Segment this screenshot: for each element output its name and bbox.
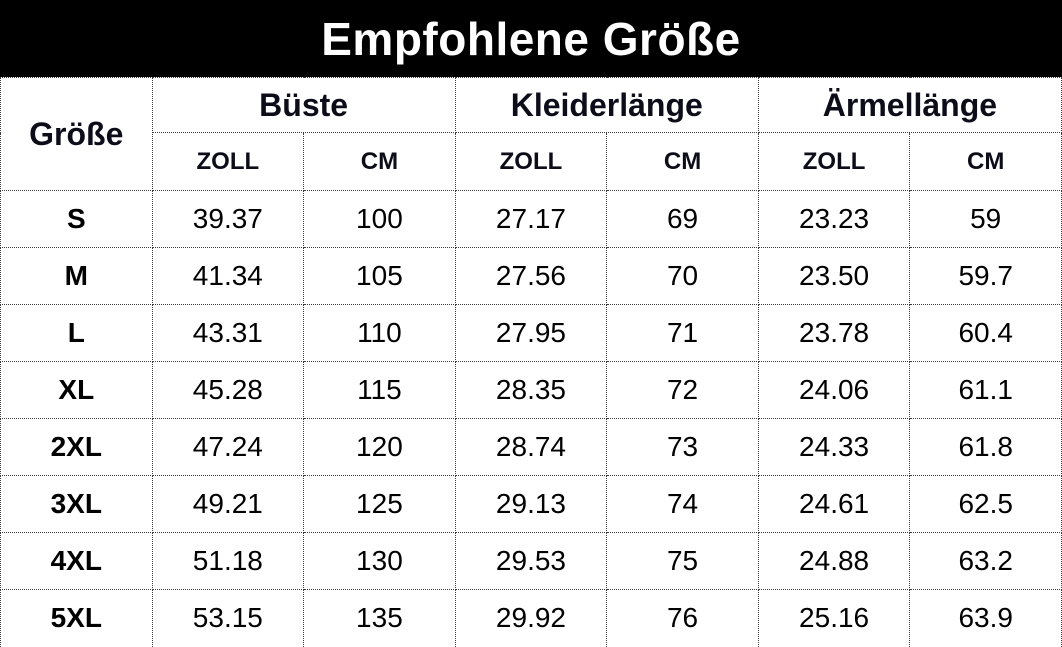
value-cell: 59.7 bbox=[909, 247, 1062, 305]
value-cell: 100 bbox=[303, 190, 456, 248]
value-cell: 28.35 bbox=[454, 361, 608, 419]
size-label: M bbox=[0, 247, 153, 305]
table-header: Größe Büste Kleiderlänge Ärmellänge ZOLL… bbox=[0, 77, 1062, 191]
value-cell: 115 bbox=[303, 361, 456, 419]
value-cell: 72 bbox=[606, 361, 759, 419]
table-row-3xl: 3XL 49.21 125 29.13 74 24.61 62.5 bbox=[0, 475, 1062, 533]
page-title: Empfohlene Größe bbox=[321, 12, 741, 65]
value-cell: 27.95 bbox=[454, 304, 608, 362]
size-label: 4XL bbox=[0, 532, 153, 590]
group-header-row: Größe Büste Kleiderlänge Ärmellänge bbox=[0, 77, 1062, 191]
value-cell: 43.31 bbox=[151, 304, 305, 362]
title-banner: Empfohlene Größe bbox=[0, 0, 1062, 77]
value-cell: 45.28 bbox=[151, 361, 305, 419]
value-cell: 70 bbox=[606, 247, 759, 305]
value-cell: 53.15 bbox=[151, 589, 305, 647]
table-row-xl: XL 45.28 115 28.35 72 24.06 61.1 bbox=[0, 361, 1062, 419]
value-cell: 47.24 bbox=[151, 418, 305, 476]
value-cell: 75 bbox=[606, 532, 759, 590]
unit-header-row: ZOLL CM ZOLL CM ZOLL CM bbox=[1, 132, 1062, 191]
value-cell: 74 bbox=[606, 475, 759, 533]
value-cell: 135 bbox=[303, 589, 456, 647]
value-cell: 23.23 bbox=[757, 190, 911, 248]
value-cell: 63.2 bbox=[909, 532, 1062, 590]
value-cell: 23.78 bbox=[757, 304, 911, 362]
table-row-4xl: 4XL 51.18 130 29.53 75 24.88 63.2 bbox=[0, 532, 1062, 590]
value-cell: 24.61 bbox=[757, 475, 911, 533]
unit-header-bueste-zoll: ZOLL bbox=[151, 132, 305, 191]
unit-header-bueste-cm: CM bbox=[303, 132, 456, 191]
column-header-groesse: Größe bbox=[0, 77, 153, 191]
value-cell: 73 bbox=[606, 418, 759, 476]
value-cell: 29.92 bbox=[454, 589, 608, 647]
value-cell: 39.37 bbox=[151, 190, 305, 248]
size-table: Größe Büste Kleiderlänge Ärmellänge ZOLL… bbox=[0, 77, 1062, 647]
table-row-5xl: 5XL 53.15 135 29.92 76 25.16 63.9 bbox=[0, 589, 1062, 647]
value-cell: 125 bbox=[303, 475, 456, 533]
value-cell: 61.8 bbox=[909, 418, 1062, 476]
value-cell: 59 bbox=[909, 190, 1062, 248]
value-cell: 130 bbox=[303, 532, 456, 590]
value-cell: 24.33 bbox=[757, 418, 911, 476]
value-cell: 69 bbox=[606, 190, 759, 248]
value-cell: 27.17 bbox=[454, 190, 608, 248]
size-label: XL bbox=[0, 361, 153, 419]
value-cell: 110 bbox=[303, 304, 456, 362]
value-cell: 29.53 bbox=[454, 532, 608, 590]
unit-header-kleiderlaenge-zoll: ZOLL bbox=[454, 132, 608, 191]
value-cell: 28.74 bbox=[454, 418, 608, 476]
value-cell: 51.18 bbox=[151, 532, 305, 590]
value-cell: 49.21 bbox=[151, 475, 305, 533]
table-row-m: M 41.34 105 27.56 70 23.50 59.7 bbox=[0, 247, 1062, 305]
value-cell: 24.06 bbox=[757, 361, 911, 419]
value-cell: 76 bbox=[606, 589, 759, 647]
size-label: 5XL bbox=[0, 589, 153, 647]
value-cell: 120 bbox=[303, 418, 456, 476]
value-cell: 62.5 bbox=[909, 475, 1062, 533]
unit-header-aermellaenge-zoll: ZOLL bbox=[757, 132, 911, 191]
value-cell: 71 bbox=[606, 304, 759, 362]
unit-header-aermellaenge-cm: CM bbox=[909, 132, 1062, 191]
group-header-kleiderlaenge: Kleiderlänge bbox=[454, 77, 759, 133]
table-body: S 39.37 100 27.17 69 23.23 59 M 41.34 10… bbox=[0, 190, 1062, 647]
unit-header-kleiderlaenge-cm: CM bbox=[606, 132, 759, 191]
value-cell: 63.9 bbox=[909, 589, 1062, 647]
value-cell: 29.13 bbox=[454, 475, 608, 533]
group-header-aermellaenge: Ärmellänge bbox=[757, 77, 1062, 133]
size-label: 2XL bbox=[0, 418, 153, 476]
group-header-bueste: Büste bbox=[151, 77, 456, 133]
table-row-2xl: 2XL 47.24 120 28.74 73 24.33 61.8 bbox=[0, 418, 1062, 476]
table-row-s: S 39.37 100 27.17 69 23.23 59 bbox=[0, 190, 1062, 248]
value-cell: 25.16 bbox=[757, 589, 911, 647]
value-cell: 105 bbox=[303, 247, 456, 305]
value-cell: 60.4 bbox=[909, 304, 1062, 362]
size-label: 3XL bbox=[0, 475, 153, 533]
table-row-l: L 43.31 110 27.95 71 23.78 60.4 bbox=[0, 304, 1062, 362]
size-label: S bbox=[0, 190, 153, 248]
size-label: L bbox=[0, 304, 153, 362]
value-cell: 61.1 bbox=[909, 361, 1062, 419]
value-cell: 24.88 bbox=[757, 532, 911, 590]
value-cell: 27.56 bbox=[454, 247, 608, 305]
value-cell: 41.34 bbox=[151, 247, 305, 305]
value-cell: 23.50 bbox=[757, 247, 911, 305]
